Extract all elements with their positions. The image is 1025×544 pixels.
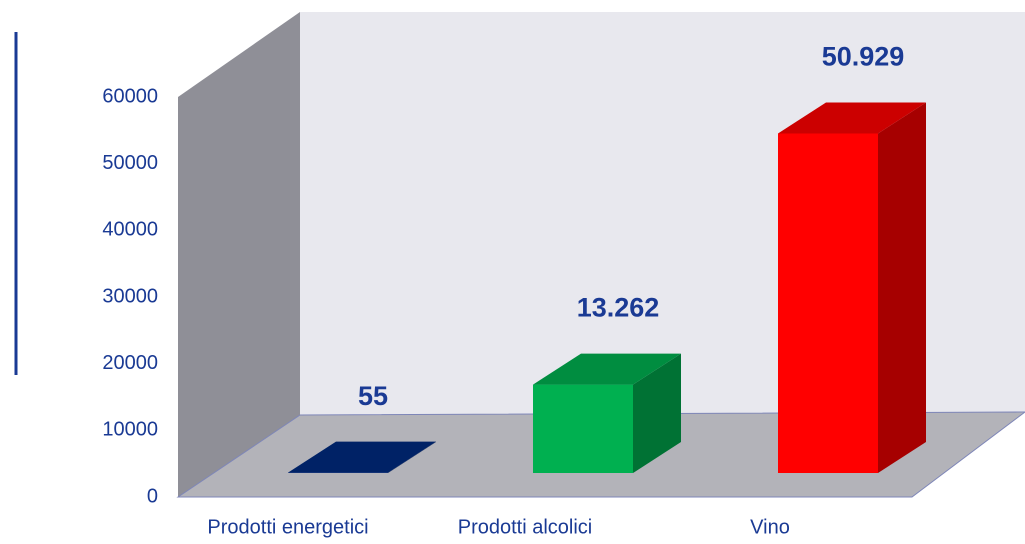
y-tick-label: 20000 (102, 352, 158, 374)
y-tick-label: 10000 (102, 419, 158, 441)
y-tick-label: 60000 (102, 85, 158, 107)
x-tick-label: Vino (750, 516, 790, 538)
x-tick-label: Prodotti alcolici (458, 516, 593, 538)
bar-top (288, 441, 436, 473)
bar-front (533, 384, 633, 473)
y-tick-label: 0 (147, 485, 158, 507)
value-label: 50.929 (822, 42, 905, 72)
bar-top (533, 353, 681, 385)
bar-side (878, 102, 926, 474)
bar-side (633, 353, 681, 473)
bar-top (778, 102, 926, 134)
x-tick-label: Prodotti energetici (207, 516, 368, 538)
y-tick-label: 40000 (102, 219, 158, 241)
bar-side (388, 441, 436, 473)
value-label: 13.262 (577, 293, 660, 323)
left-wall (178, 12, 300, 497)
y-tick-label: 50000 (102, 152, 158, 174)
value-label: 55 (358, 381, 388, 411)
bar-front (778, 133, 878, 473)
y-tick-label: 30000 (102, 285, 158, 307)
